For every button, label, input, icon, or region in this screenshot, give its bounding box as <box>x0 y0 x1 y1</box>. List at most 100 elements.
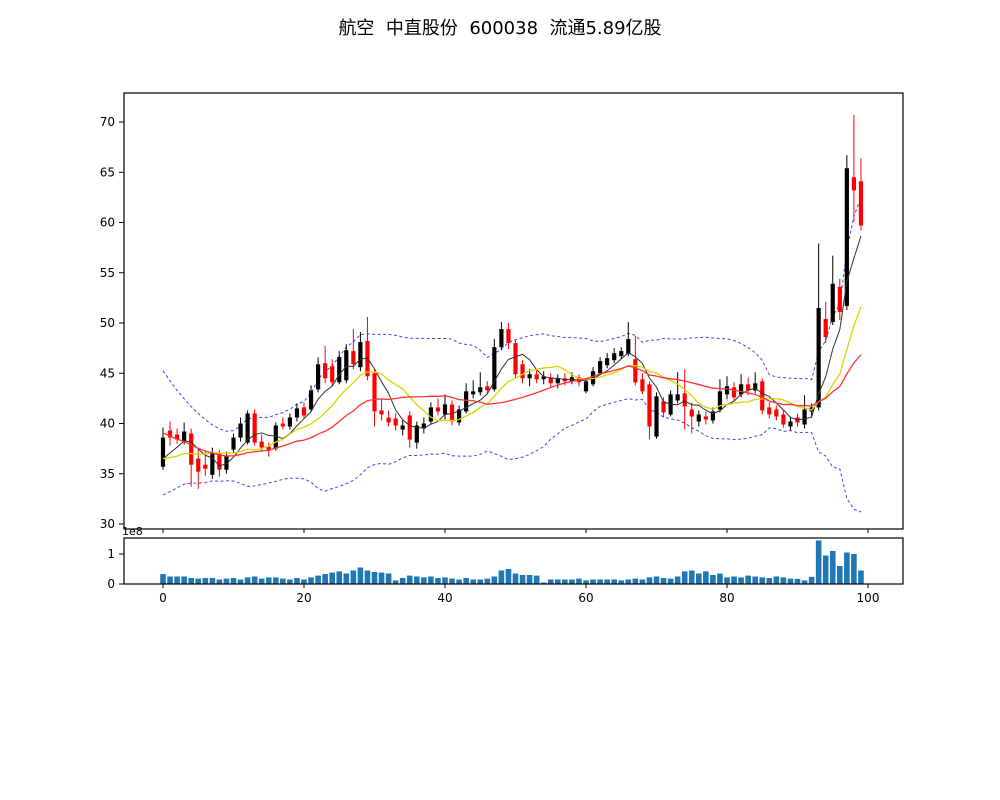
volume-bar <box>710 575 716 584</box>
volume-bar <box>258 578 265 584</box>
candle-body <box>421 423 426 429</box>
volume-bar <box>526 575 533 584</box>
candle-body <box>837 286 842 312</box>
price-tick-label: 30 <box>100 517 115 531</box>
volume-bar <box>555 579 561 584</box>
volume-bar <box>160 574 166 584</box>
candle-body <box>330 366 335 383</box>
candle-body <box>717 391 723 410</box>
candle-body <box>471 391 476 395</box>
volume-tick-label: 1 <box>107 547 115 561</box>
candle-body <box>167 430 173 438</box>
candle-body <box>633 359 638 383</box>
candle-body <box>478 387 483 393</box>
candle-body <box>555 378 560 384</box>
volume-bar <box>392 580 399 584</box>
candle-body <box>344 350 349 381</box>
candle-body <box>464 391 469 412</box>
candle-body <box>337 357 342 383</box>
x-tick-label: 80 <box>719 591 734 605</box>
volume-bar <box>336 571 343 584</box>
candle-body <box>612 353 617 361</box>
volume-bar <box>844 552 850 584</box>
volume-bar <box>456 579 462 584</box>
volume-bar <box>181 576 187 584</box>
candle-body <box>647 384 652 427</box>
volume-bar <box>547 579 554 584</box>
volume-bar <box>822 555 829 584</box>
candle-body <box>731 387 737 398</box>
candle-body <box>703 416 708 420</box>
candle-body <box>619 351 624 357</box>
candle-body <box>217 453 222 470</box>
ma-5-line <box>162 235 862 467</box>
volume-bar <box>829 551 836 584</box>
volume-bar <box>174 576 180 584</box>
candle-body <box>351 351 356 365</box>
candle-body <box>196 458 201 472</box>
volume-bar <box>533 575 540 584</box>
volume-bar <box>251 576 258 584</box>
price-tick-label: 70 <box>100 115 115 129</box>
candle-body <box>499 329 504 348</box>
volume-bar <box>406 575 413 584</box>
candle-body <box>252 413 257 443</box>
candle-body <box>830 283 835 322</box>
volume-bar <box>414 576 420 584</box>
volume-bar <box>329 572 335 584</box>
candle-body <box>231 437 236 450</box>
candle-body <box>541 376 546 380</box>
candle-body <box>485 386 490 391</box>
candle-body <box>273 425 278 449</box>
volume-bar <box>646 577 653 584</box>
candle-body <box>203 464 208 469</box>
volume-bar <box>364 570 371 584</box>
volume-bar <box>731 576 737 584</box>
volume-bar <box>801 580 808 584</box>
volume-bar <box>449 578 455 584</box>
candle-body <box>753 383 758 391</box>
candle-body <box>287 417 292 427</box>
volume-bar <box>611 579 617 584</box>
volume-bar <box>674 576 681 584</box>
price-tick-label: 40 <box>100 417 115 431</box>
volume-bar <box>632 578 639 584</box>
volume-bar <box>780 577 787 584</box>
candle-body <box>372 373 377 412</box>
volume-offset-label: 1e8 <box>122 525 143 538</box>
ma-20-line <box>162 354 862 457</box>
volume-bar <box>301 579 307 584</box>
volume-bar <box>294 578 300 584</box>
volume-bar <box>188 578 194 584</box>
volume-bar <box>569 579 575 584</box>
x-tick-label: 20 <box>296 591 311 605</box>
volume-bar <box>371 572 378 584</box>
volume-bar <box>787 578 794 584</box>
volume-bar <box>209 578 216 584</box>
x-tick-label: 100 <box>857 591 880 605</box>
candle-body <box>393 418 398 426</box>
volume-bars-group <box>160 540 864 584</box>
candle-body <box>767 407 772 415</box>
volume-panel-border <box>123 537 904 585</box>
volume-bar <box>724 577 730 584</box>
volume-bar <box>660 578 667 584</box>
volume-bar <box>653 576 660 584</box>
volume-bar <box>421 577 427 584</box>
x-tick-label: 40 <box>437 591 452 605</box>
volume-bar <box>167 576 173 584</box>
volume-bar <box>851 554 857 584</box>
candle-body <box>802 409 807 425</box>
volume-bar <box>343 573 350 584</box>
volume-bar <box>287 579 293 584</box>
candle-body <box>689 409 694 417</box>
volume-bar <box>562 579 568 584</box>
volume-tick-label: 0 <box>107 577 115 591</box>
candle-body <box>781 414 786 425</box>
volume-bar <box>216 579 223 584</box>
candle-body <box>548 377 553 384</box>
candle-body <box>844 168 849 306</box>
volume-bar <box>470 579 476 584</box>
volume-bar <box>583 580 589 584</box>
